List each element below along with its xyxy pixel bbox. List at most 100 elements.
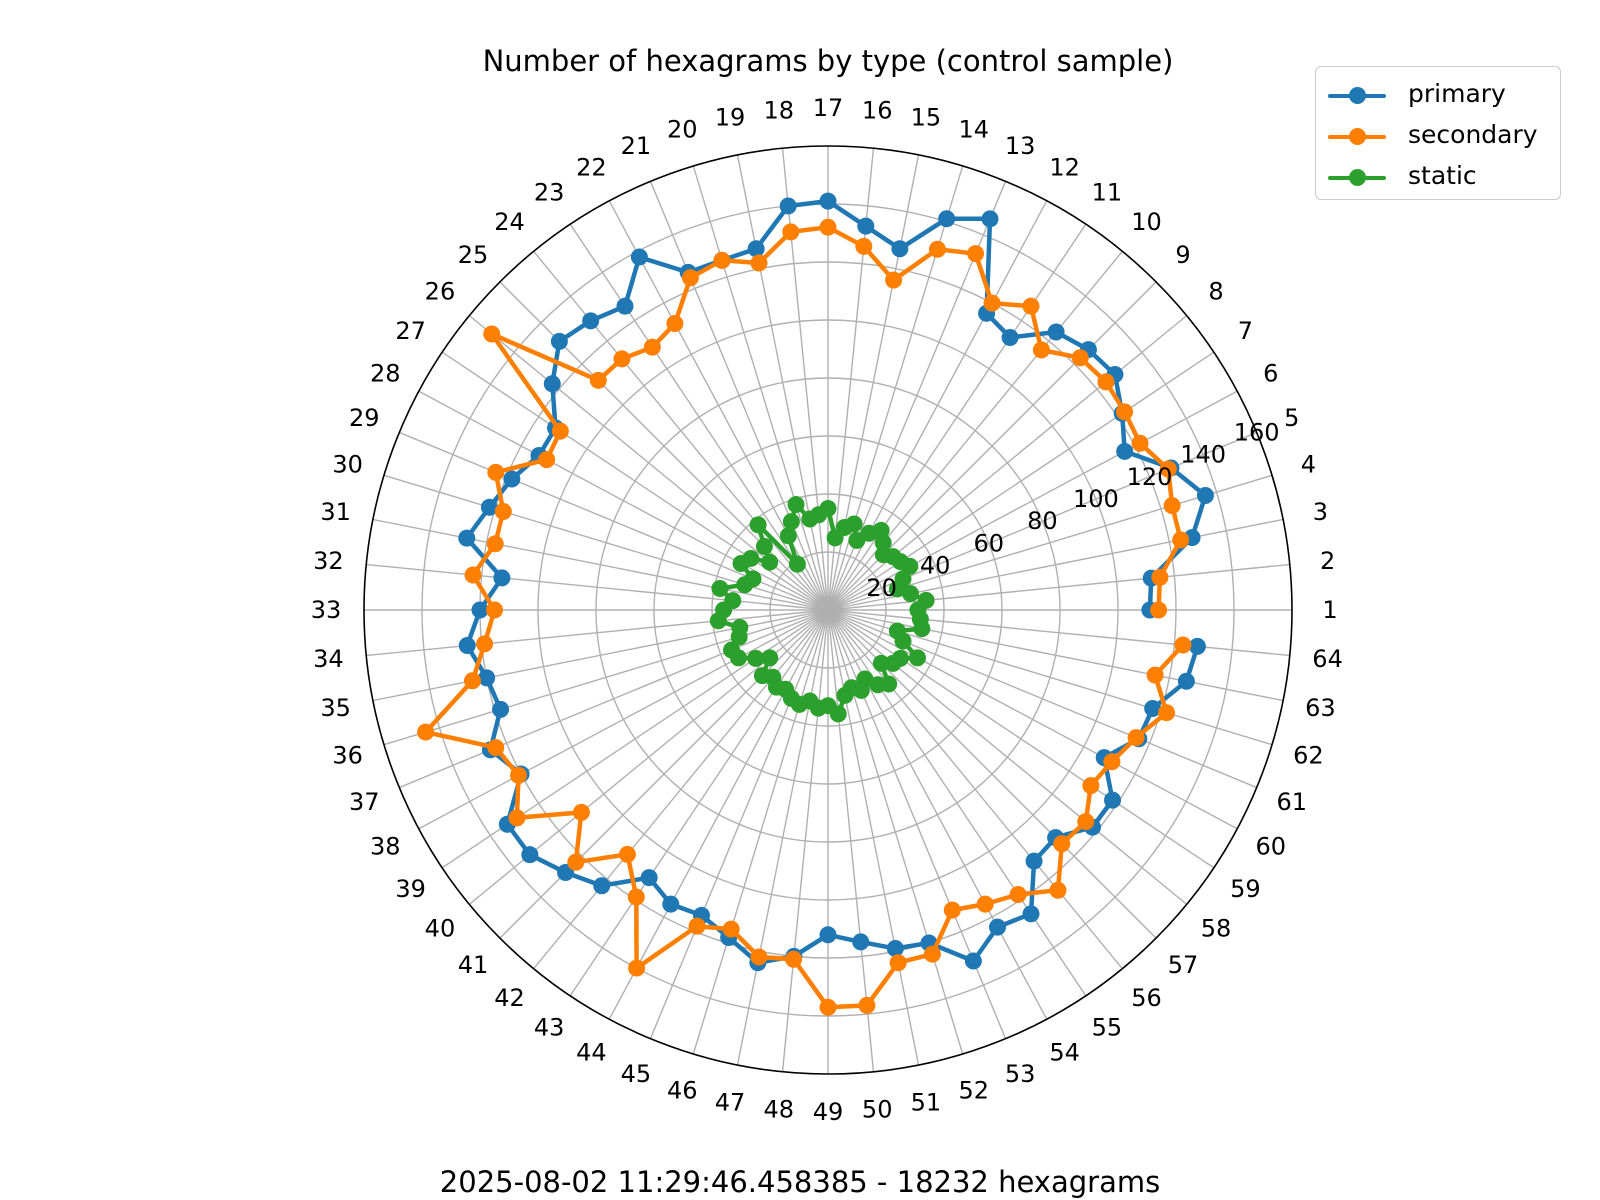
data-point-primary xyxy=(964,952,982,970)
theta-tick-label: 41 xyxy=(458,951,489,979)
data-point-primary xyxy=(1104,791,1122,809)
data-point-primary xyxy=(503,470,521,488)
data-point-secondary xyxy=(750,948,768,966)
data-point-secondary xyxy=(889,954,907,972)
data-point-primary xyxy=(662,895,680,913)
data-point-secondary xyxy=(1071,349,1089,367)
data-point-primary xyxy=(640,869,658,887)
data-point-secondary xyxy=(983,294,1001,312)
legend-label-static: static xyxy=(1408,161,1477,190)
radial-tick-label: 140 xyxy=(1180,441,1226,469)
legend-marker-static xyxy=(1349,169,1366,186)
data-point-primary xyxy=(480,498,498,516)
data-point-primary xyxy=(989,918,1007,936)
data-point-secondary xyxy=(681,269,699,287)
theta-tick-label: 1 xyxy=(1322,596,1337,624)
theta-tick-label: 21 xyxy=(621,132,652,160)
theta-tick-label: 22 xyxy=(576,153,607,181)
data-point-secondary xyxy=(1009,886,1027,904)
data-point-secondary xyxy=(1174,636,1192,654)
data-point-static xyxy=(788,555,806,573)
data-point-primary xyxy=(886,939,904,957)
data-point-static xyxy=(880,675,898,693)
theta-tick-label: 3 xyxy=(1313,498,1328,526)
data-point-primary xyxy=(458,637,476,655)
data-point-primary xyxy=(582,312,600,330)
data-point-primary xyxy=(1188,637,1206,655)
data-point-secondary xyxy=(885,271,903,289)
theta-tick-label: 13 xyxy=(1005,132,1036,160)
data-point-primary xyxy=(471,601,489,619)
theta-tick-label: 16 xyxy=(862,96,893,124)
theta-tick-label: 26 xyxy=(425,278,456,306)
data-point-static xyxy=(874,546,892,564)
theta-tick-label: 50 xyxy=(862,1096,893,1124)
data-point-secondary xyxy=(613,350,631,368)
data-point-secondary xyxy=(628,959,646,977)
data-point-static xyxy=(711,580,729,598)
data-point-primary xyxy=(852,933,870,951)
data-point-secondary xyxy=(572,803,590,821)
data-point-primary xyxy=(1116,442,1134,460)
data-point-secondary xyxy=(486,535,504,553)
data-point-primary xyxy=(1047,323,1065,341)
legend-marker-secondary xyxy=(1349,128,1366,145)
series-line-secondary xyxy=(423,224,1185,1010)
radial-tick-label: 80 xyxy=(1027,507,1058,535)
data-point-primary xyxy=(478,669,496,687)
data-point-static xyxy=(736,576,754,594)
data-point-secondary xyxy=(464,566,482,584)
theta-tick-label: 47 xyxy=(715,1088,746,1116)
theta-tick-label: 17 xyxy=(813,94,844,122)
data-point-primary xyxy=(981,210,999,228)
theta-tick-label: 56 xyxy=(1131,984,1162,1012)
data-point-static xyxy=(901,585,919,603)
data-point-secondary xyxy=(943,901,961,919)
theta-tick-label: 23 xyxy=(534,179,565,207)
data-point-secondary xyxy=(487,739,505,757)
data-point-primary xyxy=(630,248,648,266)
data-point-secondary xyxy=(1127,729,1145,747)
theta-tick-label: 57 xyxy=(1168,951,1199,979)
theta-tick-label: 58 xyxy=(1201,914,1232,942)
theta-tick-label: 51 xyxy=(911,1088,942,1116)
data-point-secondary xyxy=(1159,460,1177,478)
series-lines xyxy=(417,192,1214,1016)
theta-tick-label: 54 xyxy=(1049,1039,1080,1067)
theta-tick-label: 30 xyxy=(332,450,363,478)
data-point-static xyxy=(787,496,805,514)
data-point-static xyxy=(801,510,819,528)
polar-outer-frame xyxy=(363,145,1293,1075)
data-point-primary xyxy=(550,332,568,350)
data-point-secondary xyxy=(819,998,837,1016)
legend-item-static: static xyxy=(1316,157,1560,197)
legend-item-primary: primary xyxy=(1316,75,1560,115)
theta-tick-label: 28 xyxy=(370,359,401,387)
data-point-primary xyxy=(747,240,765,258)
data-point-secondary xyxy=(666,315,684,333)
data-point-primary xyxy=(543,375,561,393)
radial-tick-label: 60 xyxy=(973,529,1004,557)
theta-tick-label: 5 xyxy=(1284,404,1299,432)
theta-tick-label: 34 xyxy=(313,645,344,673)
data-point-static xyxy=(729,649,747,667)
data-point-secondary xyxy=(928,240,946,258)
data-point-primary xyxy=(593,877,611,895)
data-point-secondary xyxy=(976,895,994,913)
data-point-primary xyxy=(1025,852,1043,870)
theta-tick-label: 48 xyxy=(764,1096,795,1124)
theta-tick-label: 10 xyxy=(1131,208,1162,236)
data-point-primary xyxy=(458,529,476,547)
theta-tick-label: 14 xyxy=(958,116,989,144)
data-point-secondary xyxy=(487,463,505,481)
data-point-static xyxy=(747,649,765,667)
theta-tick-label: 19 xyxy=(715,104,746,132)
data-point-secondary xyxy=(1032,341,1050,359)
data-point-secondary xyxy=(785,950,803,968)
data-point-static xyxy=(917,591,935,609)
data-point-primary xyxy=(1196,487,1214,505)
data-point-static xyxy=(888,622,906,640)
data-point-secondary xyxy=(1103,753,1121,771)
